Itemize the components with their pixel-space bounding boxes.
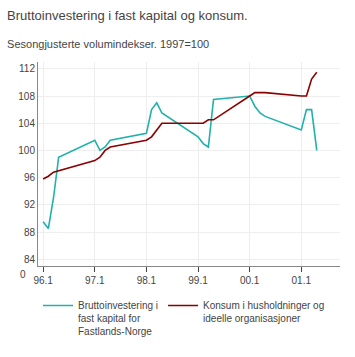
svg-text:98.1: 98.1 xyxy=(137,275,157,286)
svg-text:104: 104 xyxy=(18,118,35,129)
svg-text:88: 88 xyxy=(24,227,36,238)
svg-text:Konsum i husholdninger ogideel: Konsum i husholdninger ogideelle organis… xyxy=(203,300,324,324)
svg-text:Bruttoinvestering i fast kapit: Bruttoinvestering i fast kapital og kons… xyxy=(7,8,248,23)
svg-text:01.1: 01.1 xyxy=(292,275,312,286)
svg-text:96.1: 96.1 xyxy=(33,275,53,286)
svg-text:112: 112 xyxy=(19,63,35,74)
svg-text:0: 0 xyxy=(20,269,26,280)
svg-text:Bruttoinvestering ifast kapita: Bruttoinvestering ifast kapital forFastl… xyxy=(78,300,158,337)
svg-text:100: 100 xyxy=(18,145,35,156)
svg-text:92: 92 xyxy=(24,199,36,210)
svg-text:00.1: 00.1 xyxy=(240,275,260,286)
svg-text:84: 84 xyxy=(24,254,36,265)
svg-text:108: 108 xyxy=(18,91,35,102)
svg-text:96: 96 xyxy=(24,172,36,183)
svg-text:97.1: 97.1 xyxy=(85,275,105,286)
svg-text:99.1: 99.1 xyxy=(188,275,208,286)
svg-text:Sesongjusterte volumindekser.: Sesongjusterte volumindekser. 1997=100 xyxy=(7,38,209,50)
